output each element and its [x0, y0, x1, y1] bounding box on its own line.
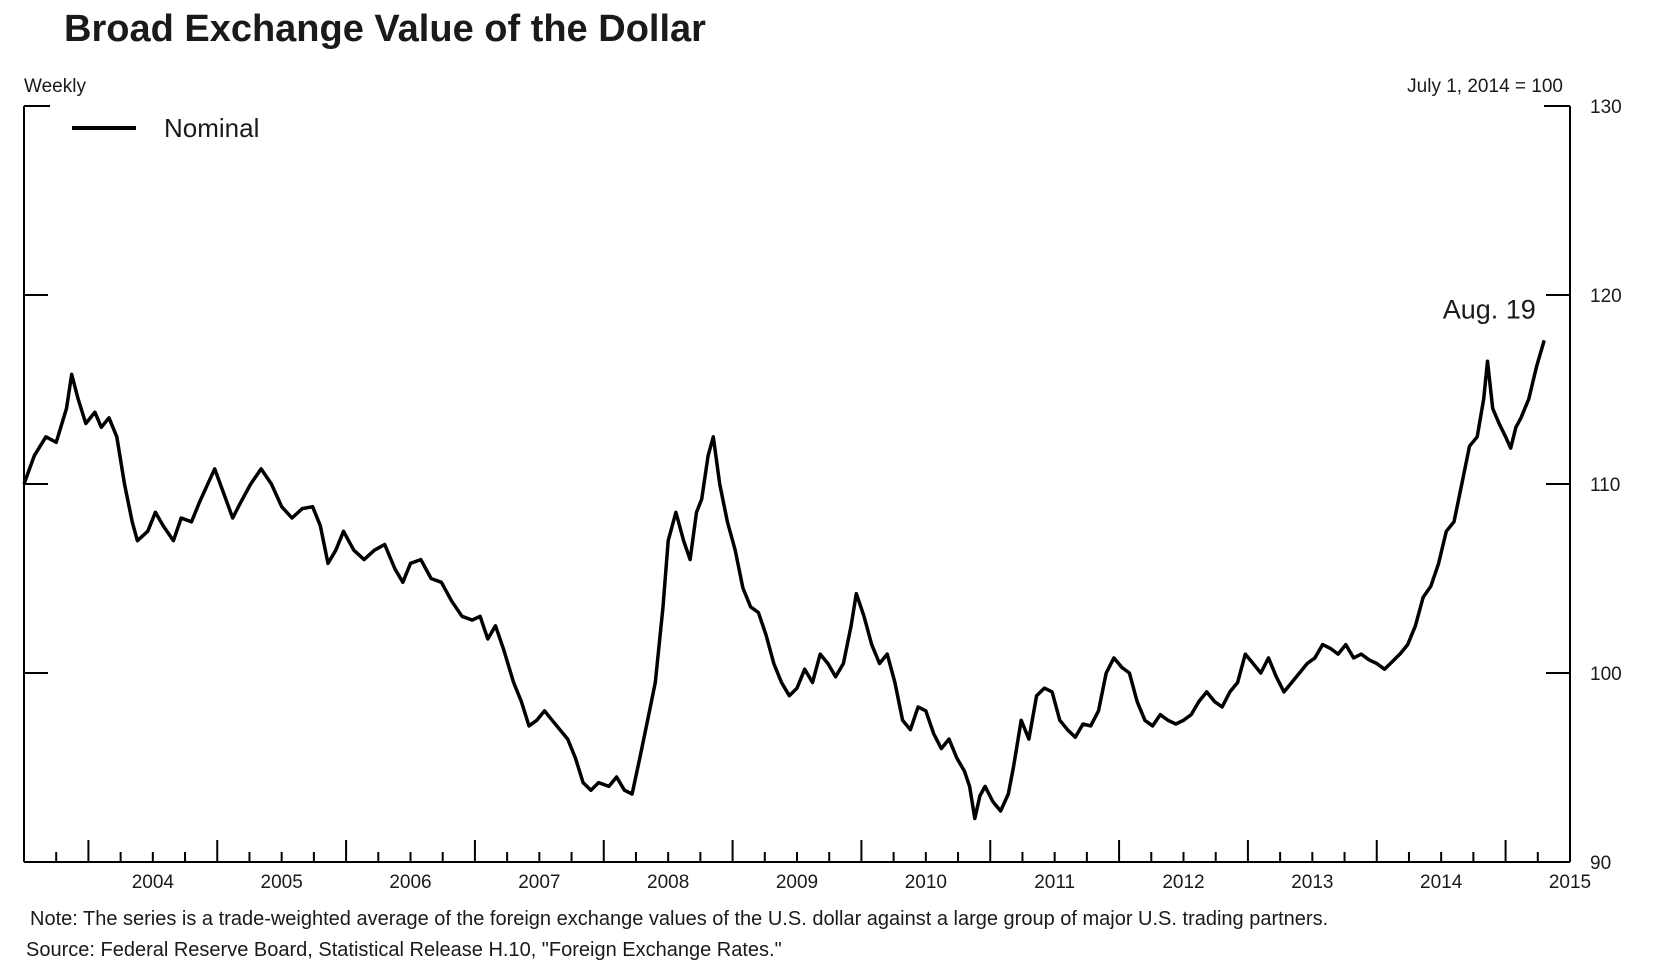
x-tick-label: 2009: [776, 872, 818, 893]
chart-note: Note: The series is a trade-weighted ave…: [30, 908, 1328, 930]
legend-label-nominal: Nominal: [164, 113, 259, 143]
y-tick-label: 120: [1590, 286, 1622, 307]
y-tick-label: 130: [1590, 97, 1622, 118]
chart-source: Source: Federal Reserve Board, Statistic…: [26, 939, 782, 961]
index-base-label: July 1, 2014 = 100: [1407, 76, 1563, 97]
x-tick-label: 2015: [1549, 872, 1591, 893]
x-tick-label: 2005: [261, 872, 303, 893]
x-tick-label: 2013: [1291, 872, 1333, 893]
x-tick-label: 2004: [132, 872, 175, 893]
legend: Nominal: [72, 113, 259, 143]
x-tick-label: 2010: [905, 872, 947, 893]
chart-title: Broad Exchange Value of the Dollar: [64, 8, 706, 50]
x-tick-label: 2006: [389, 872, 431, 893]
y-tick-label: 90: [1590, 853, 1611, 874]
y-axis: 90 100 110 120 130: [24, 97, 1622, 874]
x-tick-label: 2011: [1034, 872, 1075, 893]
x-tick-label: 2014: [1420, 872, 1463, 893]
x-tick-label: 2007: [518, 872, 560, 893]
y-tick-label: 110: [1590, 475, 1620, 496]
x-axis: 2004 2005 2006 2007 2008 2009 2010 2011 2012 2013…: [23, 840, 1591, 893]
y-tick-label: 100: [1590, 664, 1622, 685]
plot-frame: [23, 105, 1571, 863]
series-line-nominal: [22, 339, 1546, 821]
x-tick-label: 2008: [647, 872, 689, 893]
x-tick-label: 2012: [1162, 872, 1204, 893]
annotation-aug-19: Aug. 19: [1443, 294, 1536, 324]
frequency-label: Weekly: [24, 76, 86, 97]
